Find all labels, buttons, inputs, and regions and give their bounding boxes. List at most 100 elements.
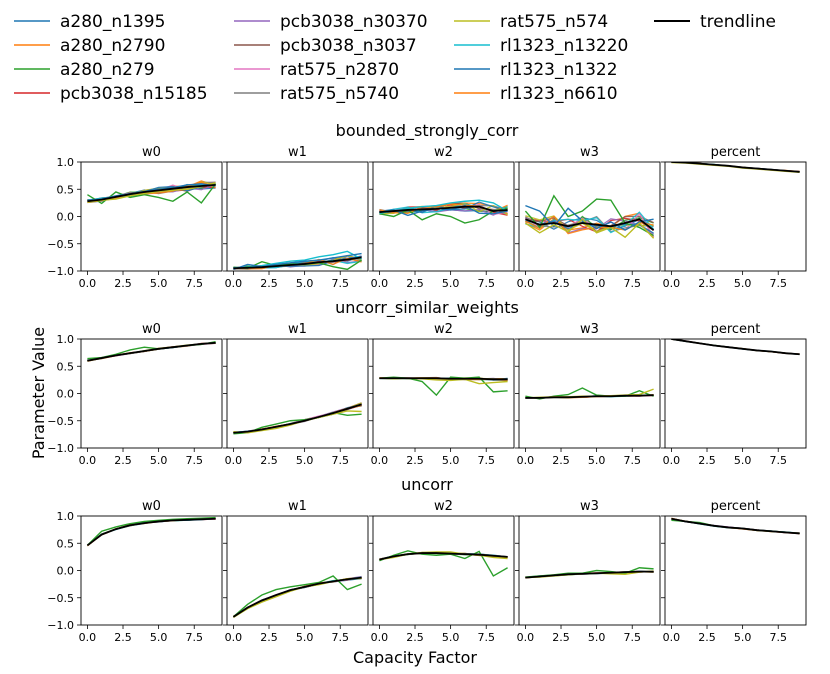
x-tick-label: 7.5 bbox=[185, 277, 203, 290]
x-tick-label: 5.0 bbox=[588, 277, 606, 290]
y-tick-label: −0.5 bbox=[47, 592, 74, 605]
x-tick-label: 5.0 bbox=[734, 277, 752, 290]
panel-uncorr_similar_weights-w3: w3 0.0 2.5 5.0 7.5 bbox=[515, 322, 661, 467]
series-line-rat575_n2870 bbox=[671, 518, 800, 534]
legend-entry-pcb3038_n15185: pcb3038_n15185 bbox=[14, 84, 208, 104]
series-line-a280_n2790 bbox=[233, 402, 362, 434]
series-line-rat575_n574 bbox=[233, 576, 362, 617]
panel-frame bbox=[226, 515, 369, 626]
legend-label-rat575_n5740: rat575_n5740 bbox=[280, 84, 399, 104]
legend-label-rl1323_n1322: rl1323_n1322 bbox=[500, 60, 618, 80]
panel-lines bbox=[233, 402, 362, 435]
panel-title: w0 bbox=[142, 499, 161, 514]
x-tick-label: 2.5 bbox=[698, 277, 716, 290]
panel-uncorr_similar_weights-w1: w1 0.0 2.5 5.0 7.5 bbox=[223, 322, 369, 467]
panel-lines bbox=[379, 550, 508, 577]
trendline bbox=[671, 339, 800, 356]
series-line-pcb3038_n30370 bbox=[233, 403, 362, 434]
x-tick-label: 0.0 bbox=[79, 631, 97, 644]
series-line-rat575_n5740 bbox=[233, 402, 362, 434]
panel-lines bbox=[524, 194, 655, 239]
panel-bounded_strongly_corr-w1: w1 0.0 2.5 5.0 7.5 bbox=[223, 145, 369, 290]
x-tick-label: 0.0 bbox=[225, 277, 243, 290]
x-tick-label: 7.5 bbox=[331, 631, 349, 644]
x-tick-label: 7.5 bbox=[477, 631, 495, 644]
legend-entry-rl1323_n1322: rl1323_n1322 bbox=[454, 60, 618, 80]
y-tick-label: 0.0 bbox=[57, 388, 75, 401]
x-tick-label: 2.5 bbox=[552, 454, 570, 467]
group-bounded_strongly_corr: bounded_strongly_corr w0 0.0 2.5 5.0 7.5 −1.0 −… bbox=[47, 121, 807, 290]
legend-label-rat575_n574: rat575_n574 bbox=[500, 12, 608, 32]
trendline bbox=[87, 341, 216, 362]
x-tick-label: 0.0 bbox=[517, 631, 535, 644]
series-line-a280_n279 bbox=[232, 575, 362, 618]
x-tick-label: 7.5 bbox=[331, 454, 349, 467]
x-tick-label: 2.5 bbox=[406, 454, 424, 467]
panel-frame bbox=[372, 515, 515, 626]
panel-bounded_strongly_corr-w2: w2 0.0 2.5 5.0 7.5 bbox=[369, 145, 515, 290]
panel-title: percent bbox=[711, 322, 761, 337]
series-line-rl1323_n6610 bbox=[671, 517, 800, 534]
x-tick-label: 7.5 bbox=[185, 454, 203, 467]
legend-label-rl1323_n13220: rl1323_n13220 bbox=[500, 36, 628, 56]
x-tick-label: 0.0 bbox=[79, 277, 97, 290]
x-tick-label: 0.0 bbox=[371, 631, 389, 644]
series-line-rl1323_n13220 bbox=[233, 576, 362, 618]
trendline bbox=[86, 517, 216, 547]
panel-uncorr_similar_weights-w2: w2 0.0 2.5 5.0 7.5 bbox=[369, 322, 515, 467]
panel-lines bbox=[232, 575, 362, 618]
panel-frame bbox=[518, 515, 661, 626]
x-tick-label: 0.0 bbox=[663, 631, 681, 644]
panel-lines bbox=[671, 339, 800, 356]
y-axis-label: Parameter Value bbox=[29, 327, 48, 459]
panel-bounded_strongly_corr-percent: percent 0.0 2.5 5.0 7.5 bbox=[661, 145, 807, 290]
panel-title: w2 bbox=[434, 145, 453, 160]
y-tick-label: 1.0 bbox=[57, 333, 75, 346]
y-tick-label: 0.0 bbox=[57, 565, 75, 578]
panel-lines bbox=[86, 516, 216, 547]
series-line-a280_n1395 bbox=[233, 252, 362, 271]
legend-label-a280_n1395: a280_n1395 bbox=[60, 12, 165, 32]
panel-frame bbox=[664, 338, 807, 449]
group-title: uncorr bbox=[401, 475, 453, 494]
legend-entry-rl1323_n13220: rl1323_n13220 bbox=[454, 36, 628, 56]
legend-entry-a280_n2790: a280_n2790 bbox=[14, 36, 165, 56]
x-tick-label: 5.0 bbox=[442, 277, 460, 290]
panel-lines bbox=[379, 199, 508, 224]
x-tick-label: 5.0 bbox=[734, 454, 752, 467]
panel-frame bbox=[80, 515, 223, 626]
x-tick-label: 2.5 bbox=[406, 277, 424, 290]
series-line-rl1323_n1322 bbox=[671, 518, 800, 534]
y-tick-label: 0.5 bbox=[57, 183, 75, 196]
trendline bbox=[233, 256, 362, 270]
panel-title: w1 bbox=[288, 499, 307, 514]
panel-bounded_strongly_corr-w0: w0 0.0 2.5 5.0 7.5 −1.0 −0.5 0.0 0.5 1.0 bbox=[47, 145, 223, 290]
series-line-rl1323_n1322 bbox=[233, 577, 362, 618]
x-tick-label: 7.5 bbox=[769, 631, 787, 644]
panel-lines bbox=[671, 517, 800, 535]
trendline bbox=[379, 377, 508, 381]
legend-label-rat575_n2870: rat575_n2870 bbox=[280, 60, 399, 80]
panel-frame bbox=[226, 161, 369, 272]
x-tick-label: 7.5 bbox=[623, 631, 641, 644]
legend-label-pcb3038_n15185: pcb3038_n15185 bbox=[60, 84, 208, 104]
y-tick-label: 0.5 bbox=[57, 537, 75, 550]
panel-lines bbox=[379, 376, 508, 397]
series-line-rl1323_n13220 bbox=[233, 250, 362, 269]
x-tick-label: 5.0 bbox=[442, 631, 460, 644]
x-tick-label: 7.5 bbox=[769, 454, 787, 467]
x-tick-label: 0.0 bbox=[517, 454, 535, 467]
group-title: uncorr_similar_weights bbox=[335, 298, 519, 318]
x-tick-label: 0.0 bbox=[371, 277, 389, 290]
panel-title: w3 bbox=[580, 499, 599, 514]
panel-title: w1 bbox=[288, 322, 307, 337]
trendline bbox=[233, 403, 362, 434]
legend-label-pcb3038_n30370: pcb3038_n30370 bbox=[280, 12, 428, 32]
panel-lines bbox=[671, 162, 800, 174]
trendline bbox=[671, 517, 800, 535]
panel-title: percent bbox=[711, 499, 761, 514]
group-uncorr_similar_weights: uncorr_similar_weights w0 0.0 2.5 5.0 7.5 −1.0… bbox=[47, 298, 807, 467]
panel-frame bbox=[80, 338, 223, 449]
legend-label-trendline: trendline bbox=[700, 12, 776, 32]
y-tick-label: −1.0 bbox=[47, 619, 74, 632]
